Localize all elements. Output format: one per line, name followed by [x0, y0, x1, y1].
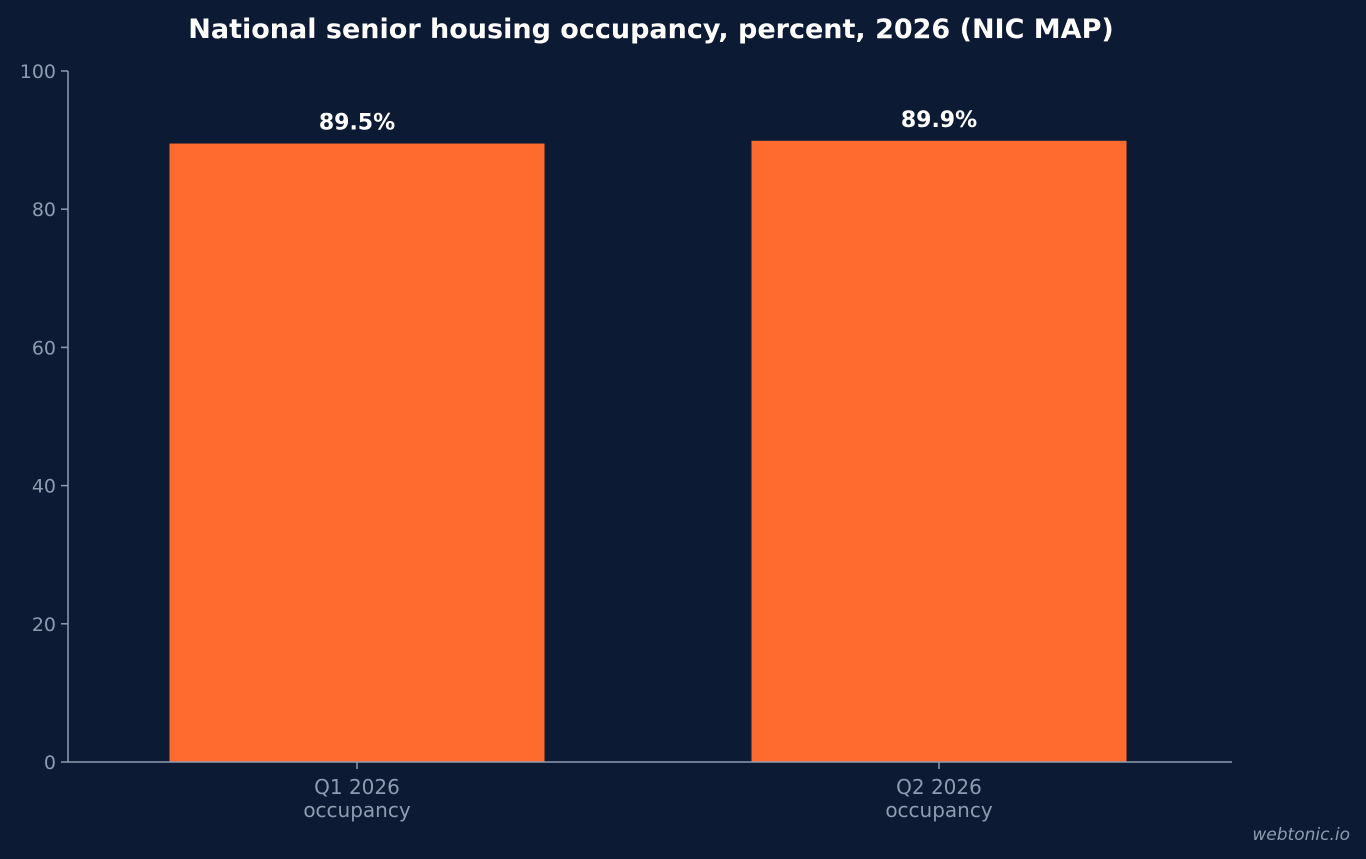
- chart-title: National senior housing occupancy, perce…: [188, 14, 1113, 45]
- x-tick-label: Q2 2026: [896, 775, 982, 799]
- x-tick-label: Q1 2026: [314, 775, 400, 799]
- y-tick-label: 0: [44, 752, 56, 774]
- bars: 89.5% 89.9%: [169, 108, 1127, 762]
- watermark: webtonic.io: [1252, 825, 1350, 845]
- y-axis: 0 20 40 60 80 100: [20, 61, 69, 774]
- y-tick-label: 40: [32, 476, 56, 498]
- bar: [751, 140, 1127, 762]
- bar-value-label: 89.9%: [901, 108, 977, 133]
- x-tick-label: occupancy: [303, 798, 411, 822]
- y-tick-label: 80: [32, 199, 56, 221]
- bar-value-label: 89.5%: [319, 111, 395, 136]
- y-tick-label: 20: [32, 614, 56, 636]
- y-tick-label: 100: [20, 61, 56, 83]
- bar: [169, 143, 545, 762]
- x-tick-label: occupancy: [885, 798, 993, 822]
- y-tick-label: 60: [32, 337, 56, 359]
